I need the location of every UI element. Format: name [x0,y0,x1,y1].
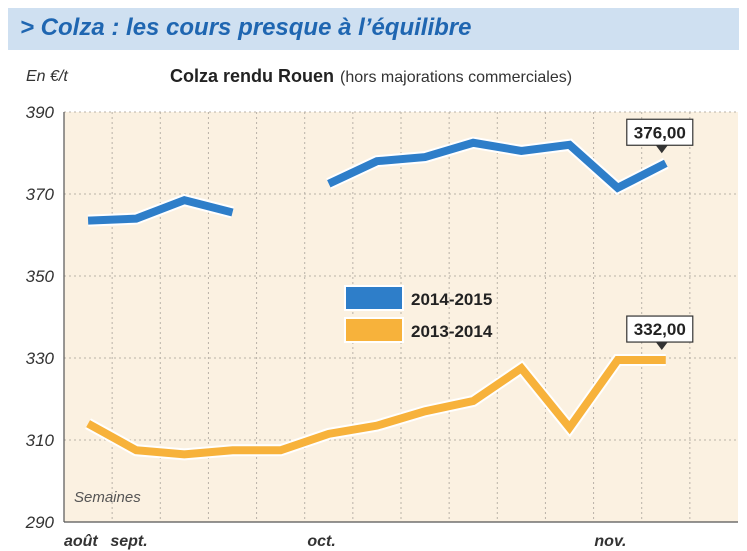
x-tick-label: nov. [594,533,626,550]
y-axis-unit-label: En €/t [26,68,68,85]
x-tick-label: oct. [307,533,335,550]
page-title: > Colza : les cours presque à l’équilibr… [20,14,472,41]
annotation-label: 332,00 [634,320,686,339]
legend-swatch [344,317,404,343]
y-tick-label: 370 [26,185,55,204]
annotation-pointer [655,145,668,154]
y-tick-label: 310 [26,431,55,450]
y-tick-label: 350 [26,267,55,286]
y-tick-label: 290 [25,513,55,532]
x-tick-label: août [64,533,98,550]
header-bar: > Colza : les cours presque à l’équilibr… [8,8,739,50]
annotation-label: 376,00 [634,123,686,142]
chart-subtitle: (hors majorations commerciales) [340,69,573,86]
annotation-box [626,315,694,343]
legend-label: 2014-2015 [411,290,492,309]
annotation-box [626,118,694,146]
x-axis-label: Semaines [74,489,141,506]
series-line-2014-2015 [87,195,234,225]
chart-title: Colza rendu Rouen (hors majorations comme… [170,66,572,87]
y-tick-label: 390 [26,103,55,122]
x-tick-label: sept. [110,533,147,550]
chart-title-text: Colza rendu Rouen [170,66,335,86]
annotation-pointer [655,342,668,351]
legend-label: 2013-2014 [411,322,493,341]
y-tick-label: 330 [26,349,55,368]
series-line-2013-2014 [86,356,666,459]
series-line-2014-2015 [327,138,668,193]
legend-swatch [344,285,404,311]
